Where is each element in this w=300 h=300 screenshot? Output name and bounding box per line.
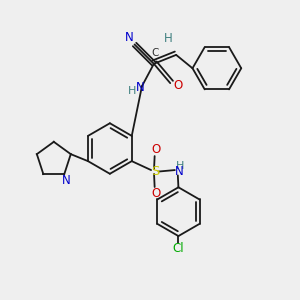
Text: Cl: Cl <box>172 242 184 255</box>
Text: C: C <box>152 48 159 59</box>
Text: O: O <box>152 143 161 156</box>
Text: O: O <box>152 187 161 200</box>
Text: S: S <box>151 165 159 178</box>
Text: N: N <box>136 81 145 94</box>
Text: O: O <box>173 79 182 92</box>
Text: N: N <box>175 165 184 178</box>
Text: N: N <box>61 173 70 187</box>
Text: N: N <box>125 32 134 44</box>
Text: H: H <box>128 85 136 96</box>
Text: H: H <box>176 161 184 172</box>
Text: H: H <box>164 32 173 45</box>
